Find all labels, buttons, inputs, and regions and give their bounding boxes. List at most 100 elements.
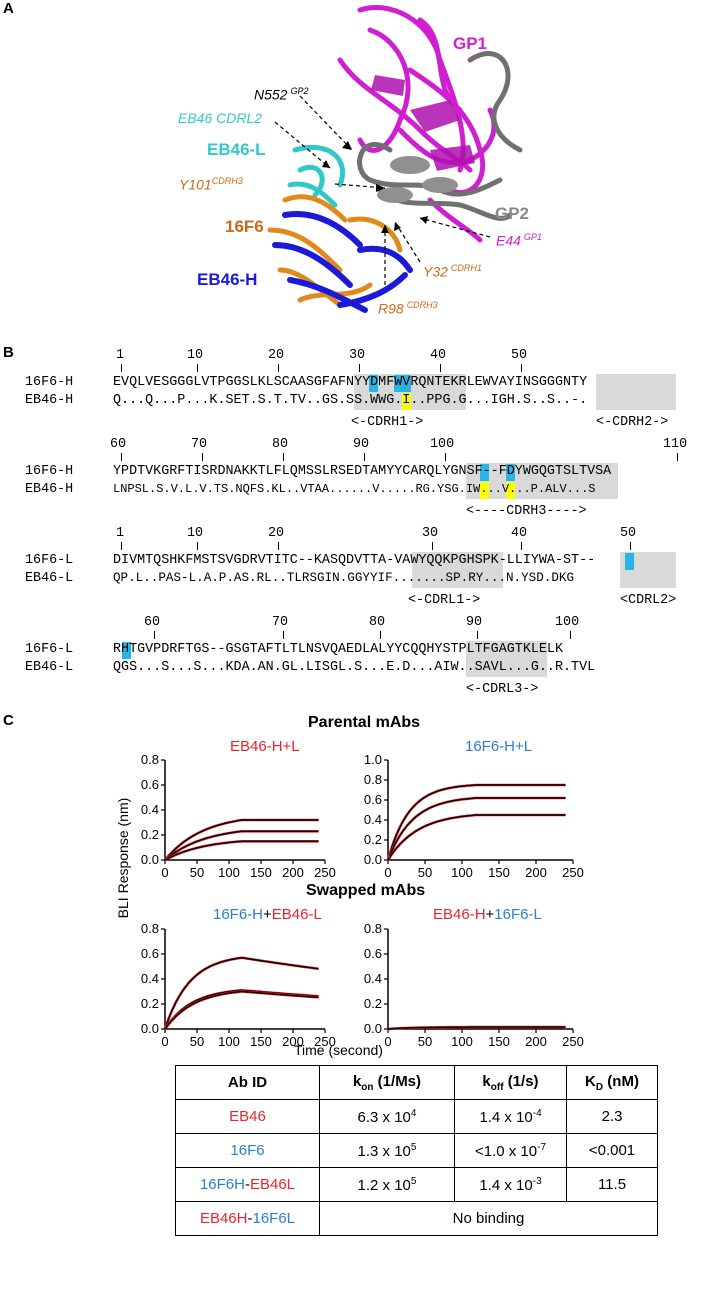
kd-cell: 11.5 [566,1167,658,1202]
plot4-title: EB46-H+16F6-L [433,906,542,923]
hl-a31 [369,375,378,392]
kinetics-table: Ab ID kon (1/Ms) koff (1/s) KD (nM) EB46… [175,1065,658,1236]
x-tick-label: 150 [250,1034,272,1049]
header-kon: kon (1/Ms) [319,1065,455,1100]
hl-w50 [625,553,634,570]
ruler-num: 90 [353,437,370,452]
cdr-label: <CDRL2> [620,593,677,608]
data-curve [387,797,566,861]
seq-row: EVQLVESGGGLVTPGGSLKLSCAASGFAFNYYDMFWVRQN… [113,375,588,390]
x-tick-label: 0 [384,865,391,880]
cdr-label: <-CDRH2-> [596,415,669,430]
header-koff: koff (1/s) [454,1065,567,1100]
x-tick-label: 250 [314,1034,336,1049]
plot3-title-a: 16F6-H [213,906,264,923]
kd-cell: 2.3 [566,1099,658,1134]
ruler-num: 80 [369,615,386,630]
data-curve [387,814,566,861]
hl-y33 [394,375,411,392]
y-tick-label: 0.6 [141,946,159,961]
seq-name: EB46-L [25,660,74,675]
y-tick-label: 0.4 [141,971,159,986]
data-curve [164,830,319,861]
cdrl2-label: EB46 CDRL2 [178,110,263,126]
ruler-3: 1 10 20 30 40 50 [0,526,714,550]
ruler-1: 1 10 20 30 40 50 [0,348,714,372]
no-binding-cell: No binding [319,1201,658,1236]
hl-r98 [480,464,489,481]
data-curve [164,819,319,861]
seq-name: EB46-L [25,571,74,586]
x-tick-label: 250 [314,865,336,880]
y-tick-label: 0.6 [141,777,159,792]
x-tick-label: 50 [190,1034,204,1049]
ruler-num: 10 [187,348,204,363]
cdrl3-box [466,641,547,677]
cdr-label: <----CDRH3----> [466,504,587,519]
ruler-num: 1 [116,348,125,363]
y-tick-label: 1.0 [364,752,382,767]
plot4-title-plus: + [485,906,495,923]
y-tick-label: 0.2 [364,996,382,1011]
x-tick-label: 200 [282,1034,304,1049]
gp2-label: GP2 [495,204,530,223]
seq-row: RHTGVPDRFTGS--GSGTAFTLTLNSVQAEDLALYYCQQH… [113,642,563,657]
table-row: 16F6 1.3 x 105 <1.0 x 10-7 <0.001 [175,1133,658,1168]
seq-row: YPDTVKGRFTISRDNAKKTLFLQMSSLRSEDTAMYYCARQ… [113,464,612,479]
y-tick-label: 0.4 [141,802,159,817]
kon-cell: 1.2 x 105 [319,1167,455,1202]
y-tick-label: 0.6 [364,946,382,961]
header-kd: KD (nM) [566,1065,658,1100]
seq-name: 16F6-L [25,553,74,568]
x-tick-label: 250 [562,1034,584,1049]
kd-cell: <0.001 [566,1133,658,1168]
ruler-num: 30 [422,526,439,541]
panel-c-letter: C [3,712,14,729]
cdrh3-box [466,463,618,499]
data-curve [164,840,319,861]
seq-name: EB46-H [25,393,74,408]
table-header-row: Ab ID kon (1/Ms) koff (1/s) KD (nM) [175,1065,658,1100]
table-row: 16F6H-EB46L 1.2 x 105 1.4 x 10-3 11.5 [175,1167,658,1202]
ruler-num: 20 [268,348,285,363]
x-tick-label: 200 [525,1034,547,1049]
x-tick-label: 0 [161,1034,168,1049]
x-axis-label: Time (second) [294,1042,383,1058]
y101-sup: CDRH3 [211,176,243,186]
y101-text: Y101 [179,176,212,193]
y-tick-label: 0.0 [141,1021,159,1036]
x-tick-label: 50 [190,865,204,880]
ruler-4: 60 70 80 90 100 [0,615,714,639]
parental-title: Parental mAbs [308,714,421,731]
ruler-num: 70 [191,437,208,452]
ruler-num: 60 [144,615,161,630]
gp1-label: GP1 [453,34,488,53]
kon-cell: 1.3 x 105 [319,1133,455,1168]
cdrl1-box [412,552,503,588]
r98-label: R98 CDRH3 [378,300,438,317]
seq-name: EB46-H [25,482,74,497]
eb46l-label: EB46-L [207,140,266,159]
x-tick-label: 200 [525,865,547,880]
x-tick-label: 50 [418,1034,432,1049]
x-tick-label: 250 [562,865,584,880]
ruler-2: 60 70 80 90 100 110 [0,437,714,461]
ruler-num: 40 [511,526,528,541]
y-tick-label: 0.2 [141,996,159,1011]
y-tick-label: 0.8 [141,921,159,936]
koff-cell: 1.4 x 10-4 [454,1099,567,1134]
x-tick-label: 150 [488,865,510,880]
y32-sup: CDRH1 [450,263,482,273]
y-tick-label: 0.0 [364,1021,382,1036]
seq-row: DIVMTQSHKFMSTSVGDRVTITC--KASQDVTTA-VAWYQ… [113,553,596,568]
e44-label: E44 GP1 [496,232,542,249]
kon-cell: 6.3 x 104 [319,1099,455,1134]
hl-s33 [402,393,411,410]
ruler-num: 50 [511,348,528,363]
y-tick-label: 0.2 [364,832,382,847]
plot3-title: 16F6-H+EB46-L [213,906,322,923]
seq-name: 16F6-H [25,464,74,479]
hl-y101 [506,464,515,481]
koff-cell: <1.0 x 10-7 [454,1133,567,1168]
r98-text: R98 [378,300,404,317]
